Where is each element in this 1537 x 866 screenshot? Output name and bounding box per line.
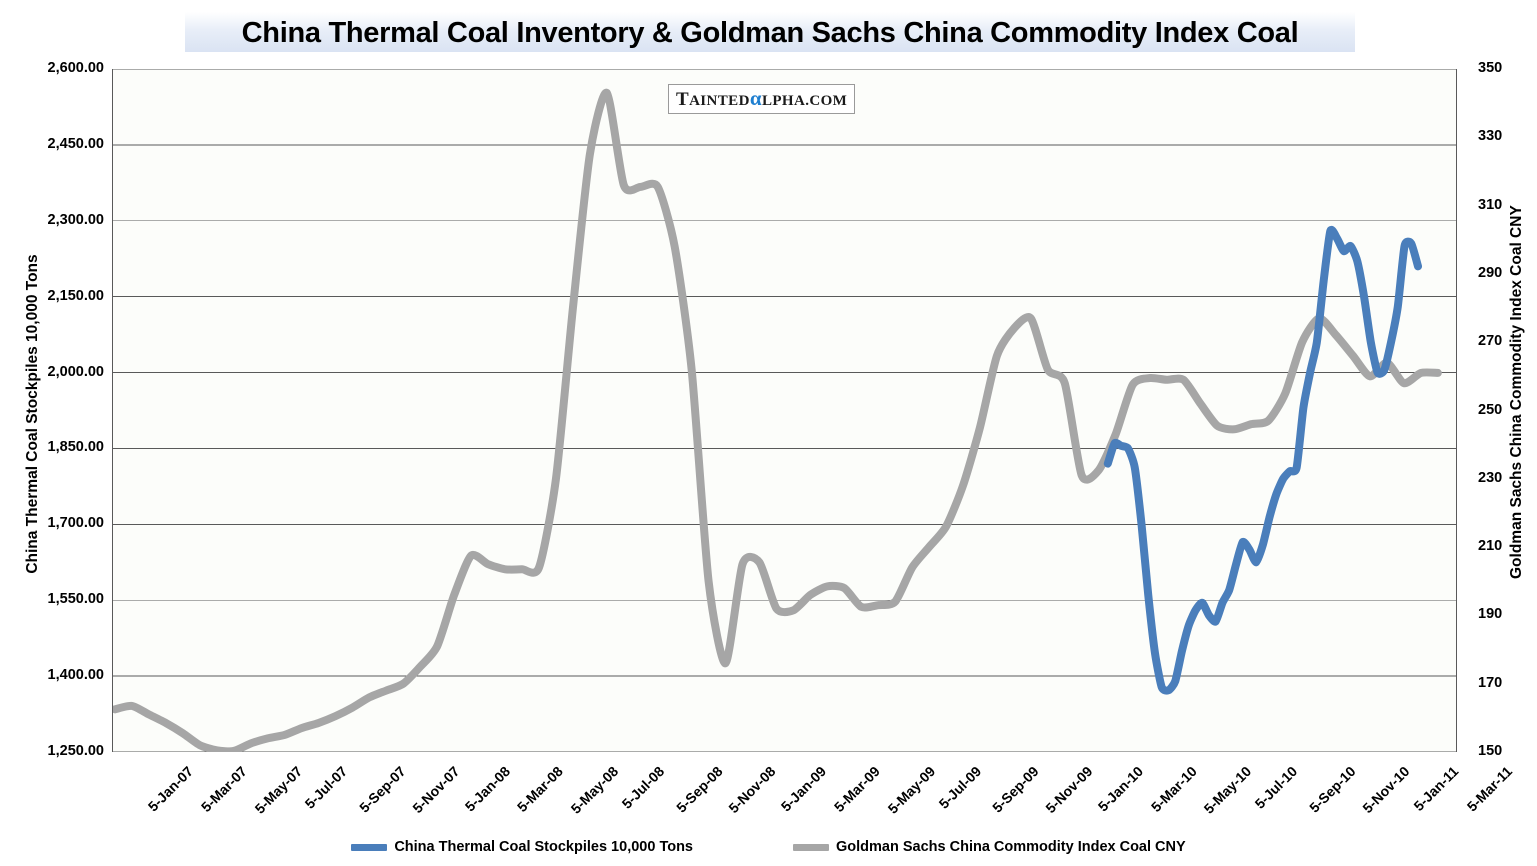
y-axis-right-tick-label: 270 — [1478, 333, 1503, 350]
title-background-band — [185, 12, 1355, 52]
x-axis-tick-label: 5-Jan-08 — [461, 763, 513, 815]
y-axis-right-tick-label: 250 — [1478, 401, 1503, 418]
y-axis-right-tick-label: 150 — [1478, 743, 1503, 759]
x-axis-tick-label: 5-May-07 — [251, 763, 305, 817]
y-axis-right-tick-label: 310 — [1478, 196, 1503, 213]
x-axis-tick-label: 5-Jul-09 — [935, 763, 984, 812]
chart-legend: China Thermal Coal Stockpiles 10,000 Ton… — [0, 833, 1537, 861]
x-axis-tick-label: 5-Jul-08 — [618, 763, 668, 812]
y-axis-left-tick-label: 2,600.00 — [47, 60, 104, 76]
y-axis-right-tick-label: 210 — [1478, 538, 1503, 555]
watermark-text-small: AINTED — [689, 93, 750, 109]
legend-label-gray: Goldman Sachs China Commodity Index Coal… — [836, 839, 1186, 855]
x-axis-tick-label: 5-Nov-08 — [725, 763, 779, 817]
watermark-text-after: LPHA.COM — [761, 93, 848, 109]
chart-svg — [113, 69, 1456, 752]
x-axis-tick-label: 5-Jan-10 — [1094, 763, 1146, 815]
legend-label-blue: China Thermal Coal Stockpiles 10,000 Ton… — [394, 839, 693, 855]
x-axis-tick-label: 5-Jan-09 — [777, 763, 830, 815]
x-axis-tick-label: 5-Jul-07 — [301, 763, 351, 812]
y-axis-left-title: China Thermal Coal Stockpiles 10,000 Ton… — [24, 254, 41, 574]
legend-item-blue[interactable]: China Thermal Coal Stockpiles 10,000 Ton… — [351, 839, 693, 855]
y-axis-left-tick-label: 1,250.00 — [47, 743, 104, 759]
legend-swatch-blue — [351, 843, 388, 851]
x-axis-tick-label: 5-Nov-09 — [1042, 763, 1096, 817]
x-axis-tick-label: 5-Sep-09 — [989, 763, 1042, 816]
y-axis-left-tick-label: 1,700.00 — [47, 515, 104, 532]
x-axis-tick-label: 5-Jul-10 — [1251, 763, 1301, 812]
y-axis-right-title: Goldman Sachs China Commodity Index Coal… — [1508, 205, 1525, 579]
x-axis-tick-label: 5-Jan-07 — [144, 763, 197, 815]
x-axis-tick-label: 5-Jan-11 — [1410, 763, 1462, 814]
watermark-taintedalpha: TAINTEDαLPHA.COM — [668, 84, 856, 114]
y-axis-right-tick-label: 330 — [1478, 128, 1503, 145]
x-axis-tick-label: 5-Mar-09 — [830, 763, 883, 816]
x-axis-tick-label: 5-Mar-11 — [1463, 763, 1516, 815]
y-axis-left-tick-label: 1,550.00 — [47, 591, 104, 608]
y-axis-right-tick-label: 230 — [1478, 469, 1503, 486]
x-axis-tick-label: 5-Nov-07 — [409, 763, 463, 817]
x-axis-tick-label: 5-Mar-08 — [514, 763, 567, 816]
x-axis-tick-label: 5-May-08 — [567, 763, 622, 817]
x-axis-tick-label: 5-May-09 — [884, 763, 939, 817]
legend-swatch-gray — [793, 843, 829, 851]
y-axis-right-tick-label: 350 — [1478, 60, 1503, 76]
x-axis-tick-label: 5-Sep-08 — [672, 763, 726, 816]
series-line-coal-stockpiles — [1103, 225, 1423, 695]
x-axis-tick-label: 5-Sep-07 — [356, 763, 409, 816]
series-line-gsci-coal — [113, 88, 1442, 752]
y-axis-right-tick-label: 290 — [1478, 264, 1503, 281]
legend-item-gray[interactable]: Goldman Sachs China Commodity Index Coal… — [793, 839, 1186, 855]
alpha-glyph-icon: α — [749, 86, 762, 110]
y-axis-left-tick-label: 2,300.00 — [47, 211, 104, 228]
plot-area — [112, 69, 1457, 752]
x-axis-tick-label: 5-Mar-07 — [197, 763, 250, 816]
y-axis-left-tick-label: 2,450.00 — [47, 135, 104, 152]
x-axis-tick-label: 5-May-10 — [1200, 763, 1255, 817]
x-axis-tick-label: 5-Nov-10 — [1359, 763, 1413, 817]
y-axis-left-tick-label: 1,850.00 — [47, 439, 104, 456]
x-axis-tick-label: 5-Mar-10 — [1147, 763, 1200, 816]
y-axis-right-tick-label: 170 — [1478, 674, 1503, 691]
y-axis-left-tick-label: 1,400.00 — [47, 667, 104, 684]
watermark-text-before: T — [676, 89, 690, 110]
y-axis-right-tick-label: 190 — [1478, 606, 1503, 623]
y-axis-left-tick-label: 2,150.00 — [47, 287, 104, 304]
page-title: China Thermal Coal Inventory & Goldman S… — [241, 16, 1299, 49]
y-axis-left-tick-label: 2,000.00 — [47, 363, 104, 380]
x-axis-tick-label: 5-Sep-10 — [1306, 763, 1359, 816]
